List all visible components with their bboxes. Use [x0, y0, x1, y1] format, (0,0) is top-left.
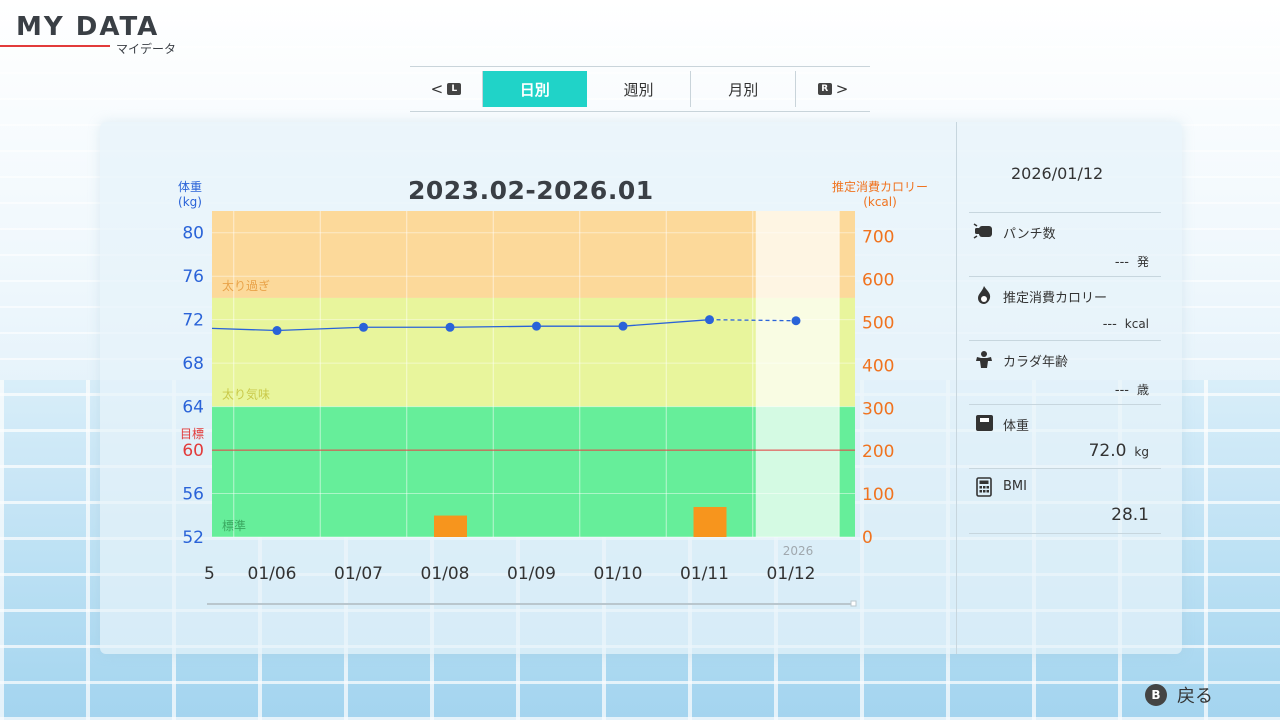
stat-weight: 体重 72.0 kg	[969, 404, 1161, 469]
left-tick-label: 56	[182, 485, 204, 505]
zone-band-2	[212, 406, 855, 537]
weight-point	[359, 322, 368, 332]
title-underline	[0, 45, 110, 47]
zone-band-0	[212, 211, 855, 298]
weight-line-projected	[709, 319, 797, 322]
stat-label: BMI	[1003, 479, 1027, 494]
stat-bmi: BMI 28.1	[969, 468, 1161, 534]
stat-value-text: ---	[1114, 255, 1129, 270]
stat-label: 体重	[1003, 419, 1030, 434]
stat-unit: 歳	[1136, 383, 1149, 397]
chart-title: 2023.02-2026.01	[408, 176, 654, 205]
page-subtitle: マイデータ	[116, 42, 177, 56]
right-axis-title-text: 推定消費カロリー	[831, 180, 928, 194]
stat-value: 28.1	[1111, 505, 1149, 525]
scrollbar-thumb	[850, 600, 857, 607]
right-axis-title: 推定消費カロリー (kcal)	[822, 180, 938, 210]
right-tick-label: 400	[862, 356, 894, 376]
period-tabs: < L 日別 週別 月別 R >	[410, 66, 870, 112]
app-title: MY DATA マイデータ	[0, 12, 176, 56]
calculator-icon	[976, 477, 992, 497]
r-button-icon: R	[817, 83, 832, 95]
left-tick-label: 52	[182, 528, 204, 548]
right-tick-label: 600	[862, 271, 894, 291]
stat-value-text: 28.1	[1111, 505, 1149, 525]
stat-value: 72.0 kg	[1089, 441, 1149, 461]
selected-day-column	[755, 211, 840, 537]
left-tick-label: 72	[182, 311, 204, 331]
left-axis-title: 体重 (kg)	[178, 180, 202, 210]
left-tick-label: 76	[182, 267, 204, 287]
x-tick-label: 01/06	[248, 564, 297, 584]
stat-value-text: 72.0	[1088, 441, 1127, 461]
right-tick-label: 100	[862, 485, 894, 505]
left-tick-label: 68	[182, 354, 204, 374]
next-tab-button[interactable]: R >	[796, 71, 870, 107]
left-tick-label: 80	[182, 224, 204, 244]
weight-point	[532, 321, 541, 331]
weight-point	[618, 321, 628, 331]
back-label: 戻る	[1177, 686, 1213, 707]
weight-point	[791, 316, 801, 326]
x-tick-label: 01/09	[507, 564, 556, 584]
goal-label: 目標	[180, 427, 205, 441]
x-tick-label: 01/10	[594, 564, 643, 584]
right-tick-label: 200	[862, 442, 894, 462]
x-tick-label: 01/07	[334, 564, 383, 584]
b-button-icon: B	[1145, 684, 1167, 706]
tab-monthly[interactable]: 月別	[691, 71, 797, 107]
zone-label: 太り過ぎ	[222, 278, 270, 293]
left-tick-label: 60	[182, 441, 204, 461]
calorie-bar	[693, 506, 727, 537]
stat-body-age: カラダ年齢 --- 歳	[969, 340, 1161, 405]
right-tick-label: 300	[862, 399, 894, 419]
muscle-icon	[976, 351, 992, 368]
stat-punch-count: パンチ数 --- 発	[969, 212, 1161, 277]
flame-icon	[978, 286, 991, 304]
stat-label: カラダ年齢	[1003, 355, 1069, 370]
scale-icon	[976, 415, 993, 431]
weight-point	[705, 315, 714, 325]
stat-value-text: ---	[1114, 383, 1129, 398]
stat-unit: kcal	[1124, 317, 1149, 331]
zone-label: 太り気味	[222, 387, 270, 402]
punch-icon	[973, 223, 992, 239]
x-tick-label: 01/11	[680, 564, 729, 584]
x-tick-label: 01/08	[421, 564, 470, 584]
right-tick-label: 0	[862, 528, 873, 548]
chevron-right-icon: >	[835, 80, 849, 98]
stat-calories: 推定消費カロリー --- kcal	[969, 276, 1161, 341]
l-button-icon: L	[447, 83, 462, 95]
right-tick-label: 700	[862, 228, 894, 248]
stat-value-text: ---	[1102, 317, 1117, 332]
back-button[interactable]: B 戻る	[1145, 682, 1213, 708]
summary-date: 2026/01/12	[1011, 164, 1104, 183]
stat-unit: 発	[1136, 255, 1149, 269]
right-tick-label: 500	[862, 314, 894, 334]
weight-point	[272, 326, 282, 336]
stat-value: --- 歳	[1115, 381, 1149, 398]
right-axis-unit: (kcal)	[863, 195, 897, 209]
left-tick-label: 64	[182, 398, 204, 418]
chevron-left-icon: <	[430, 80, 444, 98]
year-label: 2026	[783, 544, 814, 558]
tab-weekly[interactable]: 週別	[587, 71, 692, 107]
stat-value: --- kcal	[1103, 317, 1149, 332]
page-title: MY DATA	[16, 12, 160, 42]
day-summary-sidebar: 2026/01/12 パンチ数 --- 発 推定消費カロリー --- kcal カラ…	[956, 122, 1183, 654]
x-tick-label-partial: 5	[204, 564, 215, 584]
calorie-bar	[434, 515, 467, 537]
stat-label: 推定消費カロリー	[1003, 291, 1108, 306]
stat-unit: kg	[1134, 445, 1149, 459]
tab-daily[interactable]: 日別	[482, 71, 587, 107]
zone-band-1	[212, 297, 855, 407]
stat-value: --- 発	[1115, 253, 1149, 270]
x-tick-label: 01/12	[767, 564, 816, 584]
left-axis-unit: (kg)	[178, 195, 202, 209]
weight-point	[445, 322, 455, 332]
stat-label: パンチ数	[1003, 227, 1056, 242]
left-axis-title-text: 体重	[178, 180, 203, 194]
prev-tab-button[interactable]: < L	[410, 71, 483, 107]
